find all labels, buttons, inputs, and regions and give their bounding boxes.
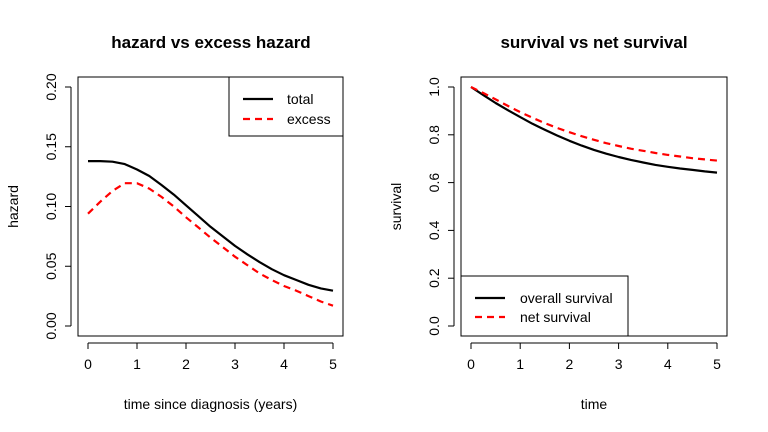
legend-box xyxy=(460,275,629,337)
y-tick-label: 0.00 xyxy=(43,312,59,339)
y-tick-label: 0.10 xyxy=(43,193,59,220)
y-tick-label: 0.6 xyxy=(426,173,442,193)
series-line-net-survival xyxy=(470,86,718,162)
legend-label: net survival xyxy=(520,309,591,325)
x-axis-label: time xyxy=(581,396,608,412)
series-line-excess xyxy=(87,182,334,307)
x-tick-label: 4 xyxy=(664,356,672,372)
x-tick-label: 3 xyxy=(231,356,239,372)
legend-label: total xyxy=(287,91,313,107)
y-tick-label: 0.05 xyxy=(43,252,59,279)
x-tick-label: 5 xyxy=(713,356,721,372)
y-tick-label: 0.2 xyxy=(426,268,442,288)
x-tick-label: 4 xyxy=(280,356,288,372)
x-tick-label: 1 xyxy=(516,356,524,372)
y-tick-label: 1.0 xyxy=(426,77,442,97)
x-tick-label: 0 xyxy=(84,356,92,372)
y-tick-label: 0.8 xyxy=(426,125,442,145)
x-tick-label: 2 xyxy=(182,356,190,372)
x-tick-label: 2 xyxy=(566,356,574,372)
y-tick-label: 0.15 xyxy=(43,133,59,160)
y-axis-label: survival xyxy=(388,183,404,230)
hazard-panel: hazard vs excess hazard 0 1 2 3 4 5 0.00 0.05 0.1… xyxy=(5,33,344,412)
x-axis-label: time since diagnosis (years) xyxy=(124,396,298,412)
x-tick-label: 5 xyxy=(329,356,337,372)
chart-title: survival vs net survival xyxy=(500,33,687,52)
legend-box xyxy=(228,76,344,137)
survival-panel: survival vs net survival 0 1 2 3 4 5 0.0 0.2 0.4 0… xyxy=(388,33,728,412)
x-tick-label: 0 xyxy=(467,356,475,372)
y-tick-label: 0.20 xyxy=(43,73,59,100)
y-axis-label: hazard xyxy=(5,185,21,228)
x-tick-label: 1 xyxy=(133,356,141,372)
series-line-total xyxy=(88,160,334,292)
y-tick-label: 0.0 xyxy=(426,316,442,336)
series-line-overall-survival xyxy=(470,86,718,174)
chart-title: hazard vs excess hazard xyxy=(111,33,310,52)
y-tick-label: 0.4 xyxy=(426,220,442,240)
x-tick-label: 3 xyxy=(615,356,623,372)
plot-frame xyxy=(77,76,344,337)
legend-label: overall survival xyxy=(520,290,613,306)
legend-label: excess xyxy=(287,111,331,127)
